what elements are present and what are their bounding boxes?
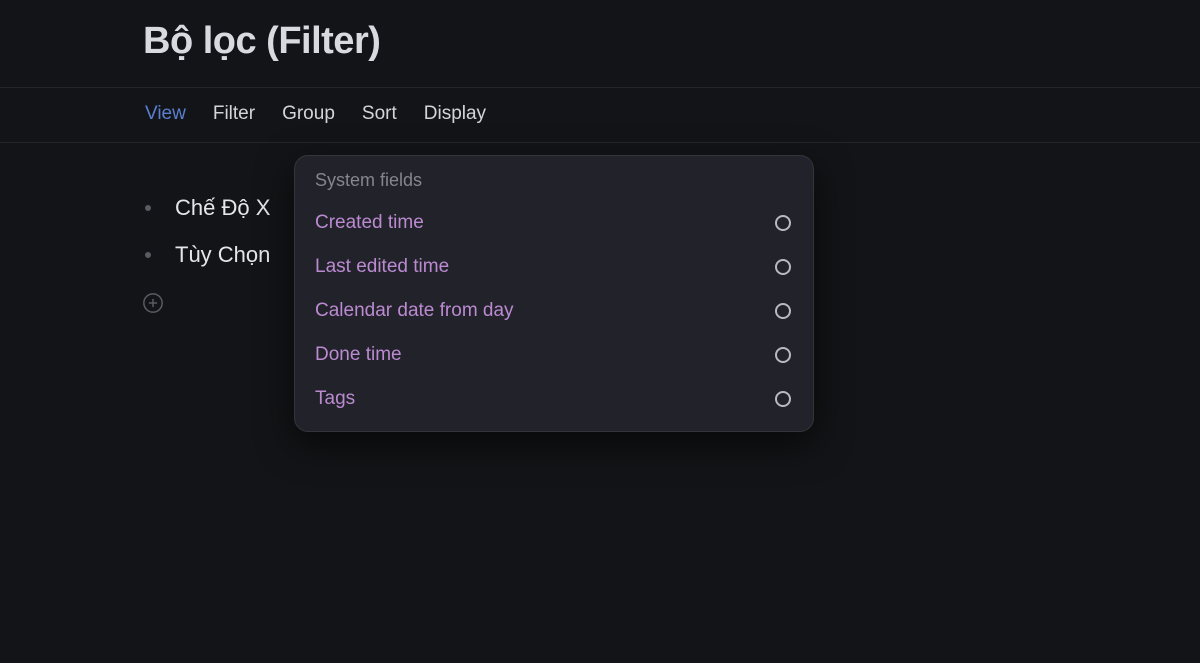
dropdown-item-tags[interactable]: Tags	[295, 377, 813, 421]
dropdown-section-header: System fields	[295, 170, 813, 201]
system-fields-dropdown: System fields Created time Last edited t…	[294, 155, 814, 432]
radio-icon[interactable]	[775, 391, 791, 407]
dropdown-item-label: Tags	[315, 388, 355, 410]
radio-icon[interactable]	[775, 259, 791, 275]
dropdown-item-label: Created time	[315, 212, 424, 234]
radio-icon[interactable]	[775, 347, 791, 363]
dropdown-item-created-time[interactable]: Created time	[295, 201, 813, 245]
list-item-label: Tùy Chọn	[175, 242, 270, 268]
dropdown-item-calendar-date-from-day[interactable]: Calendar date from day	[295, 289, 813, 333]
list-item-label: Chế Độ X	[175, 195, 270, 221]
bullet-icon	[145, 205, 151, 211]
dropdown-item-done-time[interactable]: Done time	[295, 333, 813, 377]
dropdown-item-label: Last edited time	[315, 256, 449, 278]
tab-sort[interactable]: Sort	[362, 103, 397, 125]
page-header: Bộ lọc (Filter)	[0, 0, 1200, 88]
radio-icon[interactable]	[775, 303, 791, 319]
radio-icon[interactable]	[775, 215, 791, 231]
page-title: Bộ lọc (Filter)	[143, 20, 1200, 63]
view-tabbar: View Filter Group Sort Display	[0, 88, 1200, 143]
add-item-button[interactable]	[139, 289, 167, 317]
tab-view[interactable]: View	[145, 103, 186, 125]
plus-circle-icon	[142, 292, 164, 314]
dropdown-item-last-edited-time[interactable]: Last edited time	[295, 245, 813, 289]
dropdown-item-label: Done time	[315, 344, 402, 366]
bullet-icon	[145, 252, 151, 258]
dropdown-item-label: Calendar date from day	[315, 300, 514, 322]
tab-group[interactable]: Group	[282, 103, 335, 125]
tab-filter[interactable]: Filter	[213, 103, 255, 125]
tab-display[interactable]: Display	[424, 103, 486, 125]
